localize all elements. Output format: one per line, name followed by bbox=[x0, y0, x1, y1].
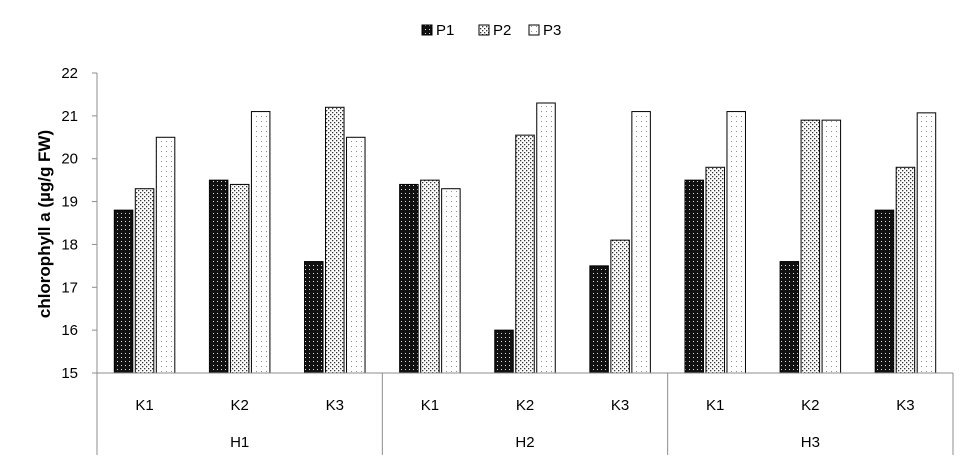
bar-p2 bbox=[515, 134, 535, 374]
bar-p1 bbox=[494, 329, 514, 374]
bar-p3 bbox=[250, 111, 271, 374]
x-tick-label: K2 bbox=[516, 397, 534, 414]
bar-p2 bbox=[800, 119, 821, 374]
bar-p2 bbox=[229, 183, 250, 374]
y-tick-label: 21 bbox=[61, 108, 78, 125]
bar-p3 bbox=[155, 136, 176, 374]
x-tick-label: K1 bbox=[421, 397, 439, 414]
x-axis: K1 K2 K3 H1 K1 K2 K3 H2 K1 K2 K3 H3 bbox=[96, 372, 954, 455]
bar-p1 bbox=[113, 209, 134, 374]
bar-p3 bbox=[346, 136, 366, 374]
bar-p1 bbox=[399, 183, 419, 374]
bar-p3 bbox=[441, 188, 461, 374]
y-tick-label: 20 bbox=[61, 151, 78, 168]
bar-p3 bbox=[916, 112, 937, 374]
y-tick-label: 18 bbox=[61, 236, 78, 253]
y-tick-label: 19 bbox=[61, 194, 78, 211]
x-tick-label: K2 bbox=[230, 397, 248, 414]
bar-p2 bbox=[325, 106, 345, 374]
bar-p1 bbox=[874, 209, 895, 374]
legend: P1 P2 P3 bbox=[421, 22, 561, 39]
y-tick-label: 22 bbox=[61, 65, 78, 82]
group-label: H2 bbox=[515, 434, 534, 451]
bar-p2 bbox=[420, 179, 440, 374]
bar-p3 bbox=[726, 111, 746, 374]
bar-p1 bbox=[684, 179, 704, 374]
bar-p2 bbox=[895, 166, 916, 374]
x-tick-label: K3 bbox=[326, 397, 344, 414]
legend-swatch-p2 bbox=[478, 24, 490, 36]
bar-p2 bbox=[134, 188, 155, 374]
y-tick-label: 17 bbox=[61, 279, 78, 296]
x-tick-label: K3 bbox=[611, 397, 629, 414]
bar-p1 bbox=[208, 179, 229, 374]
legend-label-p2: P2 bbox=[493, 22, 511, 39]
legend-swatch-p1 bbox=[421, 24, 433, 36]
y-tick-label: 16 bbox=[61, 322, 78, 339]
y-axis: 15 16 17 18 19 20 21 22 bbox=[61, 65, 98, 382]
bar-p2 bbox=[705, 166, 725, 374]
x-tick-label: K1 bbox=[706, 397, 724, 414]
group-label: H3 bbox=[801, 434, 820, 451]
x-tick-label: K1 bbox=[135, 397, 153, 414]
legend-label-p1: P1 bbox=[436, 22, 454, 39]
legend-swatch-p3 bbox=[528, 24, 540, 36]
bar-p2 bbox=[610, 239, 630, 374]
bar-p1 bbox=[779, 261, 800, 374]
bar-p3 bbox=[821, 119, 842, 374]
legend-label-p3: P3 bbox=[543, 22, 561, 39]
bars bbox=[113, 102, 937, 374]
x-tick-label: K2 bbox=[801, 397, 819, 414]
bar-p3 bbox=[536, 102, 556, 374]
bar-p3 bbox=[631, 111, 651, 374]
y-axis-label: chlorophyll a (µg/g FW) bbox=[35, 130, 54, 318]
x-tick-label: K3 bbox=[896, 397, 914, 414]
bar-p1 bbox=[304, 261, 324, 374]
y-tick-label: 15 bbox=[61, 365, 78, 382]
group-label: H1 bbox=[230, 434, 249, 451]
bar-p1 bbox=[589, 265, 609, 374]
